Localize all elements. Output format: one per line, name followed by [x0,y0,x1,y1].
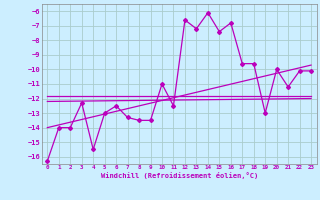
X-axis label: Windchill (Refroidissement éolien,°C): Windchill (Refroidissement éolien,°C) [100,172,258,179]
